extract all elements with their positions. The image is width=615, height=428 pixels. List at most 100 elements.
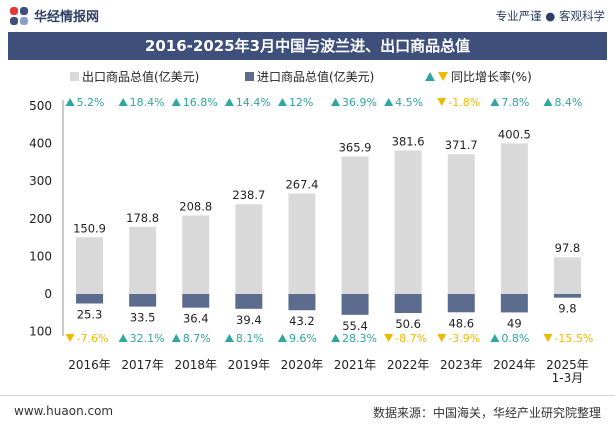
import-bar xyxy=(394,294,422,314)
export-bar xyxy=(235,204,263,294)
legend-label-growth: 同比增长率(%) xyxy=(451,69,532,84)
export-growth-up-icon xyxy=(331,98,341,106)
y-tick-label: 0 xyxy=(44,287,52,301)
export-value-label: 400.5 xyxy=(498,127,531,141)
export-value-label: 371.7 xyxy=(445,138,478,152)
import-growth-label: 8.1% xyxy=(236,332,264,345)
top-bar: 华经情报网 专业严谨 ● 客观科学 xyxy=(0,0,615,30)
x-tick-label: 2021年 xyxy=(334,358,377,372)
export-bar xyxy=(394,150,422,294)
x-tick-label: 2018年 xyxy=(174,358,217,372)
export-growth-label: 16.8% xyxy=(183,96,218,109)
y-tick-label: 100 xyxy=(29,325,52,339)
export-growth-label: 5.2% xyxy=(77,96,105,109)
x-tick-label: 2023年 xyxy=(440,358,483,372)
export-value-label: 365.9 xyxy=(339,140,372,154)
export-bar xyxy=(447,154,475,294)
legend-label-import: 进口商品总值(亿美元) xyxy=(257,69,374,84)
legend-swatch-export xyxy=(70,72,79,81)
legend-down-triangle xyxy=(438,72,448,81)
export-growth-label: 4.5% xyxy=(395,96,423,109)
footer: www.huaon.com 数据来源：中国海关，华经产业研究院整理 xyxy=(0,395,615,428)
export-bar xyxy=(182,215,210,294)
import-value-label: 43.2 xyxy=(289,314,315,328)
import-growth-up-icon xyxy=(118,334,128,342)
x-tick-label: 1-3月 xyxy=(552,371,584,385)
import-bar xyxy=(76,294,104,304)
import-value-label: 36.4 xyxy=(183,312,209,326)
export-bar xyxy=(341,156,369,294)
x-tick-label: 2016年 xyxy=(68,358,111,372)
export-growth-up-icon xyxy=(277,98,287,106)
y-tick-label: 500 xyxy=(29,99,52,113)
y-tick-label: 200 xyxy=(29,212,52,226)
import-growth-label: 9.6% xyxy=(289,332,317,345)
export-value-label: 208.8 xyxy=(179,199,212,213)
import-growth-label: -3.9% xyxy=(448,332,480,345)
export-growth-up-icon xyxy=(543,98,553,106)
export-value-label: 238.7 xyxy=(232,188,265,202)
import-growth-up-icon xyxy=(490,334,500,342)
y-tick-label: 400 xyxy=(29,137,52,151)
import-growth-label: 32.1% xyxy=(130,332,165,345)
export-value-label: 150.9 xyxy=(73,221,106,235)
x-tick-label: 2020年 xyxy=(281,358,324,372)
chart-title: 2016-2025年3月中国与波兰进、出口商品总值 xyxy=(8,32,607,60)
import-bar xyxy=(288,294,316,311)
export-growth-label: -1.8% xyxy=(448,96,480,109)
y-tick-label: 300 xyxy=(29,174,52,188)
import-growth-label: 8.7% xyxy=(183,332,211,345)
import-growth-label: -7.6% xyxy=(77,332,109,345)
import-bar xyxy=(235,294,263,309)
import-value-label: 39.4 xyxy=(236,313,262,327)
export-growth-up-icon xyxy=(118,98,128,106)
import-value-label: 25.3 xyxy=(77,308,103,322)
x-tick-label: 2022年 xyxy=(387,358,430,372)
export-growth-label: 36.9% xyxy=(342,96,377,109)
import-growth-up-icon xyxy=(277,334,287,342)
export-growth-down-icon xyxy=(437,98,447,106)
import-bar xyxy=(129,294,157,307)
export-growth-up-icon xyxy=(224,98,234,106)
export-growth-up-icon xyxy=(65,98,75,106)
import-growth-down-icon xyxy=(437,334,447,342)
x-tick-label: 2025年 xyxy=(546,358,589,372)
export-growth-label: 8.4% xyxy=(554,96,582,109)
export-growth-up-icon xyxy=(171,98,181,106)
export-bar xyxy=(129,226,157,294)
import-growth-label: -8.7% xyxy=(395,332,427,345)
tagline: 专业严谨 ● 客观科学 xyxy=(495,9,605,23)
import-growth-up-icon xyxy=(171,334,181,342)
y-tick-label: 100 xyxy=(29,249,52,263)
export-value-label: 97.8 xyxy=(555,241,581,255)
chart: 出口商品总值(亿美元) 进口商品总值(亿美元) 同比增长率(%) 500 400 300 2… xyxy=(29,69,593,385)
export-bar xyxy=(288,193,316,294)
export-growth-up-icon xyxy=(490,98,500,106)
import-bar xyxy=(182,294,210,308)
legend-swatch-import xyxy=(245,72,254,81)
export-bar xyxy=(553,257,581,294)
export-value-label: 178.8 xyxy=(126,211,159,225)
import-growth-label: 28.3% xyxy=(342,332,377,345)
import-value-label: 33.5 xyxy=(130,311,156,325)
export-growth-label: 18.4% xyxy=(130,96,165,109)
import-bar xyxy=(553,294,581,298)
import-value-label: 50.6 xyxy=(395,317,421,331)
x-tick-label: 2017年 xyxy=(121,358,164,372)
x-tick-label: 2024年 xyxy=(493,358,536,372)
footer-url[interactable]: www.huaon.com xyxy=(14,404,114,418)
import-growth-down-icon xyxy=(543,334,553,342)
import-bar xyxy=(341,294,369,315)
export-value-label: 381.6 xyxy=(392,135,425,149)
import-bar xyxy=(500,294,528,313)
export-growth-label: 14.4% xyxy=(236,96,271,109)
export-growth-label: 12% xyxy=(289,96,313,109)
export-bar xyxy=(76,237,104,294)
export-growth-up-icon xyxy=(384,98,394,106)
import-value-label: 9.8 xyxy=(558,302,576,316)
import-growth-label: -15.5% xyxy=(554,332,593,345)
import-growth-down-icon xyxy=(384,334,394,342)
import-bar xyxy=(447,294,475,313)
export-growth-label: 7.8% xyxy=(501,96,529,109)
export-bar xyxy=(500,143,528,294)
